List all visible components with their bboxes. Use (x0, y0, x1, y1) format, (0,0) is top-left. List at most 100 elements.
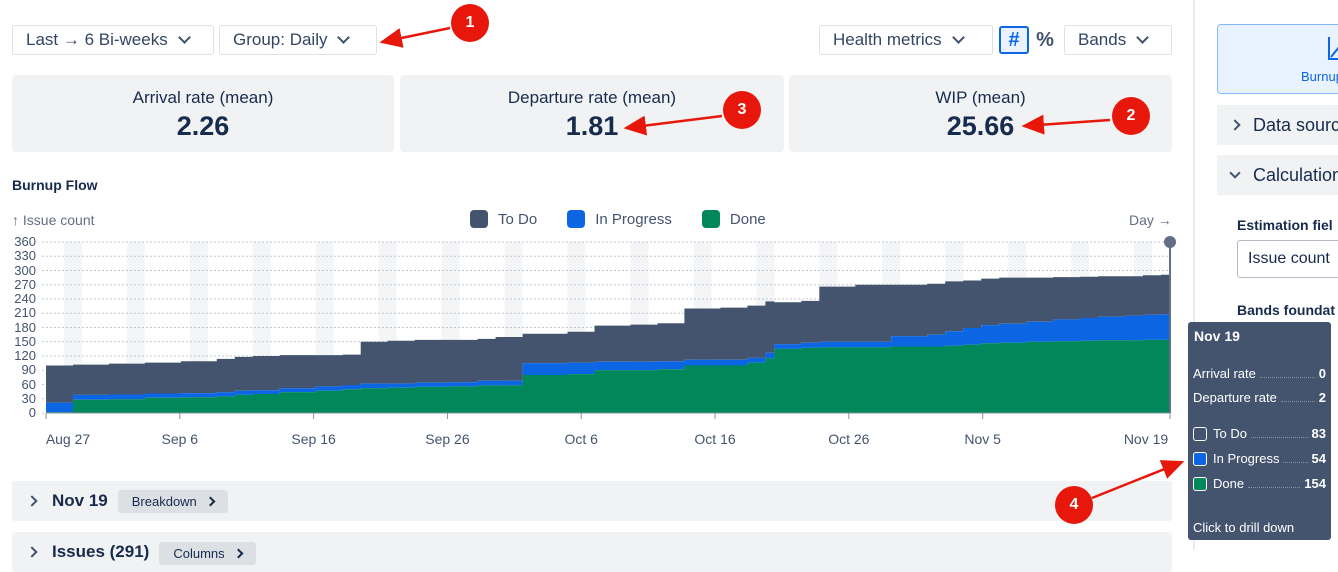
weekend-band (1008, 242, 1027, 413)
done-swatch-icon (1193, 476, 1207, 491)
data-sources-section[interactable]: Data sourc (1217, 105, 1338, 145)
tooltip-date: Nov 19 (1194, 328, 1240, 344)
metric-card-wip: WIP (mean) 25.66 (789, 75, 1172, 152)
tooltip-inprogress-row: In Progress 54 (1193, 451, 1326, 466)
x-tick-label: Oct 16 (694, 431, 736, 447)
x-tick-label: Oct 6 (564, 431, 598, 447)
range-label: Last → 6 Bi-weeks (26, 30, 168, 49)
metric-value: 1.81 (565, 111, 619, 141)
legend-label: In Progress (595, 210, 672, 228)
tooltip-arrival-row: Arrival rate 0 (1193, 366, 1326, 381)
y-tick-label: 270 (14, 276, 36, 292)
health-metrics-dropdown[interactable]: Health metrics (819, 25, 993, 55)
calculations-section[interactable]: Calculation (1217, 155, 1338, 195)
chevron-right-icon (26, 546, 38, 558)
tooltip-value: 54 (1311, 451, 1326, 466)
y-axis-label: ↑ Issue count (12, 212, 95, 228)
x-tick-label: Sep 16 (291, 431, 336, 447)
chevron-down-icon (1229, 166, 1241, 179)
chart-tooltip[interactable]: Nov 19 Arrival rate 0 Departure rate 2 T… (1188, 322, 1331, 540)
metric-card-arrival: Arrival rate (mean) 2.26 (12, 75, 394, 152)
estimation-field-label: Estimation fiel (1237, 217, 1333, 233)
weekend-band (630, 242, 649, 413)
y-tick-label: 330 (14, 248, 36, 264)
chart-title: Burnup Flow (12, 177, 98, 193)
drilldown-row-date[interactable]: Nov 19 Breakdown (12, 481, 1172, 521)
x-tick-label: Nov 5 (964, 431, 1001, 447)
weekend-band (504, 242, 523, 413)
x-tick-label: Nov 19 (1123, 431, 1169, 447)
chevron-right-icon (205, 496, 216, 506)
burnup-chart-type-button[interactable]: Burnup (1217, 24, 1338, 94)
hover-dot (1164, 236, 1176, 248)
legend-item-in-progress[interactable]: In Progress (567, 210, 672, 228)
chevron-down-icon (951, 31, 965, 44)
weekend-band (819, 242, 838, 413)
group-dropdown[interactable]: Group: Daily (219, 25, 377, 55)
range-dropdown[interactable]: Last → 6 Bi-weeks (12, 25, 214, 55)
bands-foundation-label: Bands foundat (1237, 302, 1335, 318)
bands-dropdown[interactable]: Bands (1064, 25, 1172, 55)
count-mode-button[interactable]: # (999, 26, 1029, 54)
tooltip-label: Done (1213, 476, 1245, 491)
metric-label: WIP (mean) (935, 88, 1026, 107)
percent-mode-button[interactable]: % (1030, 26, 1060, 54)
tooltip-label: To Do (1213, 426, 1247, 441)
x-tick-label: Sep 6 (161, 431, 199, 447)
metric-value: 25.66 (946, 111, 1015, 141)
y-tick-label: 240 (14, 291, 36, 306)
health-label: Health metrics (833, 30, 942, 49)
chevron-right-icon (233, 548, 244, 559)
x-axis-label: Day → (1129, 212, 1172, 228)
y-tick-label: 120 (14, 348, 36, 363)
row-title: Nov 19 (52, 491, 108, 510)
tooltip-value: 83 (1311, 426, 1326, 441)
legend-label: To Do (498, 210, 538, 228)
series-area-to-do (46, 274, 1170, 403)
breakdown-button[interactable]: Breakdown (117, 489, 228, 513)
dotted-leader (1250, 430, 1308, 438)
y-tick-label: 300 (14, 262, 36, 278)
tooltip-label: Departure rate (1193, 390, 1277, 405)
legend-item-done[interactable]: Done (701, 210, 766, 228)
section-label: Calculation (1253, 164, 1338, 185)
weekend-band (1134, 242, 1153, 413)
legend-swatch (567, 210, 586, 228)
drilldown-row-issues[interactable]: Issues (291) Columns (12, 532, 1172, 572)
tooltip-done-row: Done 154 (1193, 476, 1326, 491)
weekend-band (945, 242, 964, 413)
burnup-chart-icon (1328, 37, 1338, 60)
estimation-field-select[interactable]: Issue count (1237, 240, 1338, 278)
series-area-done (46, 339, 1170, 413)
columns-button[interactable]: Columns (159, 542, 256, 565)
weekend-band (252, 242, 271, 413)
metric-label: Arrival rate (mean) (132, 88, 274, 107)
tooltip-label: Arrival rate (1193, 366, 1256, 381)
legend-item-todo[interactable]: To Do (470, 210, 537, 228)
y-tick-label: 180 (14, 319, 36, 335)
metric-label: Departure rate (mean) (507, 88, 677, 107)
weekend-band (189, 242, 208, 413)
pill-label: Breakdown (131, 493, 197, 509)
weekend-band (315, 242, 334, 413)
x-tick-label: Oct 26 (828, 431, 870, 447)
chevron-right-icon (1229, 119, 1241, 131)
weekend-band (567, 242, 586, 413)
weekend-band (693, 242, 712, 413)
tooltip-value: 154 (1304, 476, 1326, 491)
legend-label: Done (729, 210, 766, 228)
metric-value: 2.26 (176, 111, 230, 141)
inprogress-swatch-icon (1193, 451, 1207, 466)
y-tick-label: 210 (14, 305, 36, 321)
bands-label: Bands (1078, 30, 1127, 49)
legend-swatch (470, 210, 488, 228)
series-area-in-progress (46, 314, 1170, 413)
tooltip-footer: Click to drill down (1193, 520, 1295, 535)
weekend-band (1071, 242, 1090, 413)
y-tick-label: 360 (14, 234, 36, 249)
weekend-band (441, 242, 460, 413)
y-tick-label: 150 (14, 333, 36, 349)
dotted-leader (1280, 394, 1315, 402)
y-tick-label: 60 (21, 376, 36, 392)
group-label: Group: Daily (233, 30, 328, 49)
